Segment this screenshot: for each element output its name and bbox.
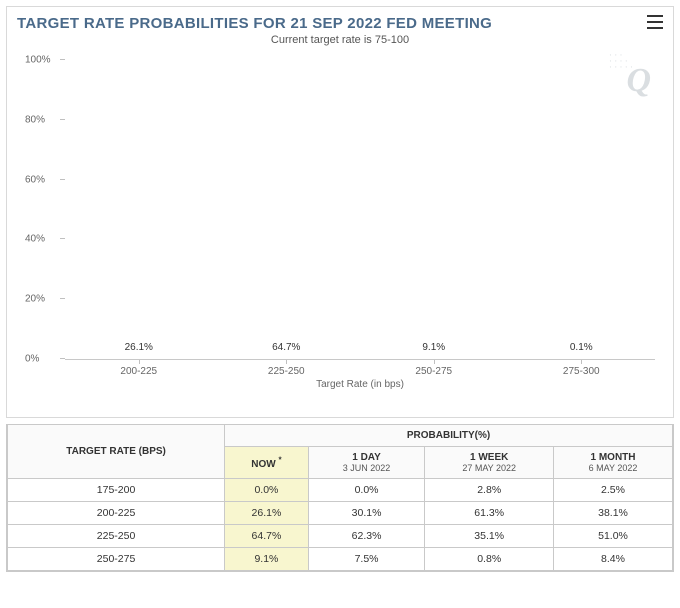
y-tick: 0% [25,354,39,365]
table-row-header: TARGET RATE (BPS) [8,425,225,479]
probability-table: TARGET RATE (BPS) PROBABILITY(%) NOW *1 … [7,424,673,571]
title-row: TARGET RATE PROBABILITIES FOR 21 SEP 202… [17,15,663,32]
rate-cell: 225-250 [8,525,225,548]
y-tick: 80% [25,114,45,125]
chart-title: TARGET RATE PROBABILITIES FOR 21 SEP 202… [17,15,492,32]
x-tick: 275-300 [508,360,656,377]
probability-table-wrap: TARGET RATE (BPS) PROBABILITY(%) NOW *1 … [6,424,674,572]
table-col-header: 1 MONTH6 MAY 2022 [554,447,673,479]
table-prob-header: PROBABILITY(%) [225,425,673,447]
x-tick: 250-275 [360,360,508,377]
prob-cell: 8.4% [554,548,673,571]
prob-cell: 51.0% [554,525,673,548]
chart-area: Q Probability 26.1%64.7%9.1%0.1% 0%20%40… [17,50,663,415]
prob-cell: 35.1% [425,525,554,548]
bar-value-label: 0.1% [570,342,593,353]
prob-cell: 0.8% [425,548,554,571]
table-row: 200-22526.1%30.1%61.3%38.1% [8,502,673,525]
prob-cell: 0.0% [308,479,425,502]
bar-value-label: 9.1% [422,342,445,353]
table-col-header: 1 WEEK27 MAY 2022 [425,447,554,479]
prob-cell: 2.8% [425,479,554,502]
y-tick: 60% [25,174,45,185]
y-tick: 40% [25,234,45,245]
rate-cell: 175-200 [8,479,225,502]
prob-cell: 64.7% [225,525,309,548]
plot-region: 26.1%64.7%9.1%0.1% 0%20%40%60%80%100% [65,60,655,360]
bar-value-label: 64.7% [272,342,300,353]
prob-cell: 2.5% [554,479,673,502]
table-body: 175-2000.0%0.0%2.8%2.5%200-22526.1%30.1%… [8,479,673,571]
y-tick: 100% [25,55,51,66]
prob-cell: 9.1% [225,548,309,571]
prob-cell: 0.0% [225,479,309,502]
hamburger-menu-icon[interactable] [647,15,663,29]
prob-cell: 26.1% [225,502,309,525]
x-tick: 200-225 [65,360,213,377]
table-row: 225-25064.7%62.3%35.1%51.0% [8,525,673,548]
table-col-header: NOW * [225,447,309,479]
table-col-header: 1 DAY3 JUN 2022 [308,447,425,479]
x-tick: 225-250 [213,360,361,377]
table-row: 250-2759.1%7.5%0.8%8.4% [8,548,673,571]
prob-cell: 62.3% [308,525,425,548]
prob-cell: 38.1% [554,502,673,525]
prob-cell: 61.3% [425,502,554,525]
chart-subtitle: Current target rate is 75-100 [17,34,663,46]
x-axis-label: Target Rate (in bps) [65,379,655,390]
chart-card: TARGET RATE PROBABILITIES FOR 21 SEP 202… [6,6,674,418]
prob-cell: 7.5% [308,548,425,571]
prob-cell: 30.1% [308,502,425,525]
table-row: 175-2000.0%0.0%2.8%2.5% [8,479,673,502]
bar-value-label: 26.1% [125,342,153,353]
bars-container: 26.1% 64.7% 9.1% 0.1% [65,60,655,359]
rate-cell: 250-275 [8,548,225,571]
y-tick: 20% [25,294,45,305]
rate-cell: 200-225 [8,502,225,525]
x-ticks: 200-225225-250250-275275-300 [65,360,655,377]
